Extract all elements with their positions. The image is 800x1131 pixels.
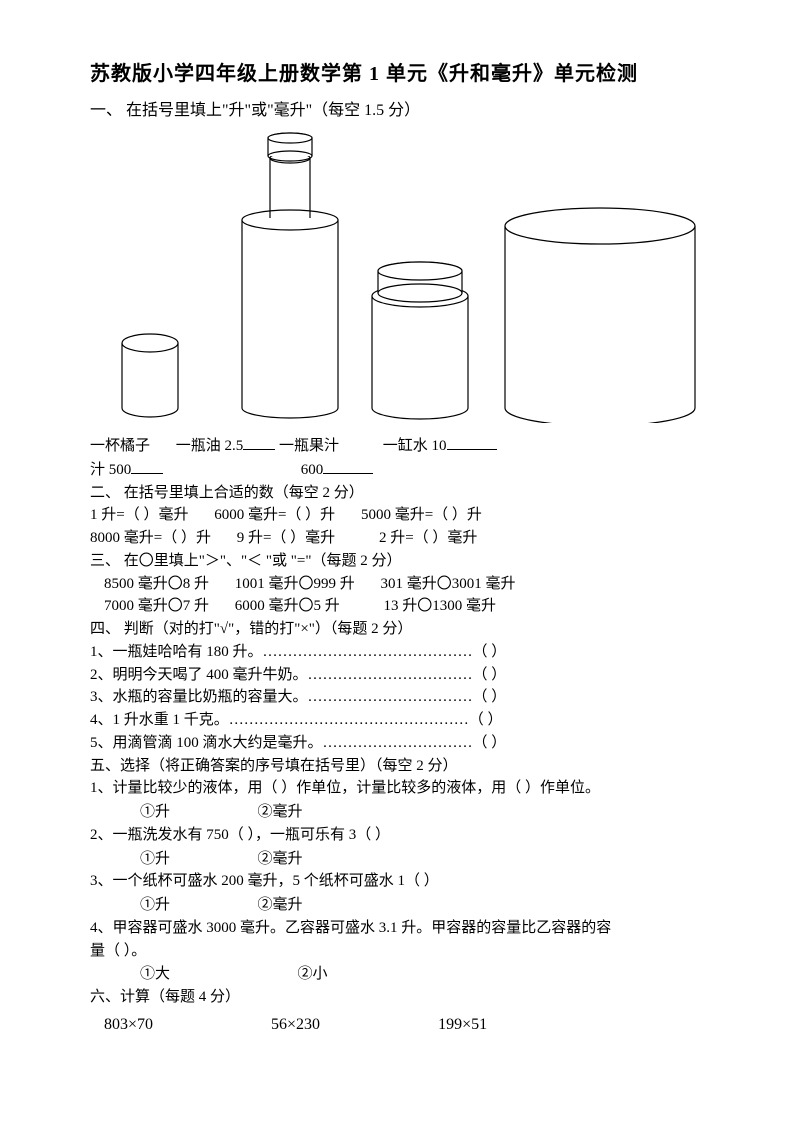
s5-opt1b[interactable]: ①升 bbox=[140, 850, 170, 867]
s5-opt1c[interactable]: ①升 bbox=[140, 896, 170, 913]
q1-juice-label: 汁 500 bbox=[90, 462, 131, 478]
page-title: 苏教版小学四年级上册数学第 1 单元《升和毫升》单元检测 bbox=[90, 60, 730, 89]
blank-input[interactable] bbox=[447, 435, 497, 450]
jar-icon bbox=[372, 262, 468, 419]
s3-r2b[interactable]: 6000 毫升〇5 升 bbox=[235, 598, 340, 614]
s4-q3[interactable]: 3、水瓶的容量比奶瓶的容量大。……………………………（ ） bbox=[90, 687, 730, 709]
calc-2: 56×230 bbox=[271, 1016, 320, 1033]
s2-r2a[interactable]: 8000 毫升=（ ）升 bbox=[90, 530, 211, 546]
s5-opt2[interactable]: ②毫升 bbox=[258, 803, 303, 820]
q1-labels: 一杯橘子 一瓶油 2.5 一瓶果汁 一缸水 10 汁 500 600 bbox=[90, 435, 730, 482]
blank-input[interactable] bbox=[243, 435, 275, 450]
s4-q1[interactable]: 1、一瓶娃哈哈有 180 升。……………………………………（ ） bbox=[90, 642, 730, 664]
s2-r1b[interactable]: 6000 毫升=（ ）升 bbox=[214, 507, 335, 523]
section-2-head: 二、 在括号里填上合适的数（每空 2 分） bbox=[90, 483, 730, 505]
cup-icon bbox=[122, 334, 178, 417]
calc-1: 803×70 bbox=[104, 1016, 153, 1033]
q1-bottle-label: 一瓶油 2.5 bbox=[176, 438, 244, 454]
q1-jar-label: 一瓶果汁 bbox=[279, 438, 339, 454]
worksheet-page: 苏教版小学四年级上册数学第 1 单元《升和毫升》单元检测 一、 在括号里填上"升… bbox=[0, 0, 800, 1076]
s5-q4b[interactable]: 量（ ）。 bbox=[90, 941, 730, 963]
s3-r1a[interactable]: 8500 毫升〇8 升 bbox=[104, 576, 209, 592]
s4-q5[interactable]: 5、用滴管滴 100 滴水大约是毫升。…………………………（ ） bbox=[90, 733, 730, 755]
section-5-head: 五、选择（将正确答案的序号填在括号里）（每空 2 分） bbox=[90, 756, 730, 778]
s5-opt-big[interactable]: ①大 bbox=[140, 965, 170, 982]
s2-r1a[interactable]: 1 升=（ ）毫升 bbox=[90, 507, 188, 523]
s3-r2a[interactable]: 7000 毫升〇7 升 bbox=[104, 598, 209, 614]
s5-q3[interactable]: 3、一个纸杯可盛水 200 毫升，5 个纸杯可盛水 1（ ） bbox=[90, 871, 730, 893]
s5-q2[interactable]: 2、一瓶洗发水有 750（ ），一瓶可乐有 3（ ） bbox=[90, 825, 730, 847]
q1-cup-label: 一杯橘子 bbox=[90, 438, 150, 454]
calc-3: 199×51 bbox=[438, 1016, 487, 1033]
section-6-head: 六、计算（每题 4 分） bbox=[90, 987, 730, 1009]
blank-input[interactable] bbox=[131, 459, 163, 474]
s3-r1b[interactable]: 1001 毫升〇999 升 bbox=[235, 576, 355, 592]
s3-r1c[interactable]: 301 毫升〇3001 毫升 bbox=[381, 576, 516, 592]
bottle-icon bbox=[242, 133, 338, 418]
q1-vat-label: 一缸水 10 bbox=[383, 438, 447, 454]
s5-opt2c[interactable]: ②毫升 bbox=[258, 896, 303, 913]
section-3-head: 三、 在〇里填上"＞"、"＜ "或 "="（每题 2 分） bbox=[90, 551, 730, 573]
s2-r2c[interactable]: 2 升=（ ）毫升 bbox=[379, 530, 477, 546]
s4-q4[interactable]: 4、1 升水重 1 千克。…………………………………………（ ） bbox=[90, 710, 730, 732]
s4-q2[interactable]: 2、明明今天喝了 400 毫升牛奶。……………………………（ ） bbox=[90, 665, 730, 687]
s2-r1c[interactable]: 5000 毫升=（ ）升 bbox=[361, 507, 482, 523]
containers-figure bbox=[90, 128, 730, 423]
s5-q4a: 4、甲容器可盛水 3000 毫升。乙容器可盛水 3.1 升。甲容器的容量比乙容器… bbox=[90, 918, 730, 940]
s3-r2c[interactable]: 13 升〇1300 毫升 bbox=[384, 598, 497, 614]
s5-opt2b[interactable]: ②毫升 bbox=[258, 850, 303, 867]
section-1-head: 一、 在括号里填上"升"或"毫升"（每空 1.5 分） bbox=[90, 99, 730, 122]
q1-600-label: 600 bbox=[301, 462, 324, 478]
blank-input[interactable] bbox=[323, 459, 373, 474]
containers-svg bbox=[90, 128, 730, 423]
s2-r2b[interactable]: 9 升=（ ）毫升 bbox=[237, 530, 335, 546]
vat-icon bbox=[505, 208, 695, 423]
s5-q1[interactable]: 1、计量比较少的液体，用（ ）作单位，计量比较多的液体，用（ ）作单位。 bbox=[90, 778, 730, 800]
s5-opt-small[interactable]: ②小 bbox=[298, 965, 328, 982]
s5-opt1[interactable]: ①升 bbox=[140, 803, 170, 820]
section-4-head: 四、 判断（对的打"√"，错的打"×"）（每题 2 分） bbox=[90, 619, 730, 641]
